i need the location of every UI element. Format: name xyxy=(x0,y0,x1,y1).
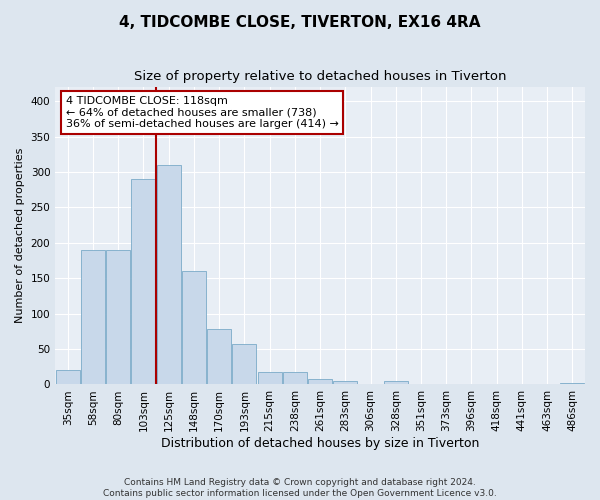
Text: 4 TIDCOMBE CLOSE: 118sqm
← 64% of detached houses are smaller (738)
36% of semi-: 4 TIDCOMBE CLOSE: 118sqm ← 64% of detach… xyxy=(66,96,338,129)
Bar xyxy=(257,372,281,384)
Text: Contains HM Land Registry data © Crown copyright and database right 2024.
Contai: Contains HM Land Registry data © Crown c… xyxy=(103,478,497,498)
Bar xyxy=(308,380,332,384)
Bar xyxy=(207,329,231,384)
X-axis label: Distribution of detached houses by size in Tiverton: Distribution of detached houses by size … xyxy=(161,437,479,450)
Bar xyxy=(157,165,181,384)
Bar xyxy=(182,271,206,384)
Bar xyxy=(283,372,307,384)
Bar xyxy=(106,250,130,384)
Bar xyxy=(56,370,80,384)
Text: 4, TIDCOMBE CLOSE, TIVERTON, EX16 4RA: 4, TIDCOMBE CLOSE, TIVERTON, EX16 4RA xyxy=(119,15,481,30)
Bar xyxy=(334,381,357,384)
Y-axis label: Number of detached properties: Number of detached properties xyxy=(15,148,25,324)
Title: Size of property relative to detached houses in Tiverton: Size of property relative to detached ho… xyxy=(134,70,506,83)
Bar xyxy=(232,344,256,385)
Bar xyxy=(384,381,408,384)
Bar xyxy=(560,383,584,384)
Bar xyxy=(131,179,155,384)
Bar xyxy=(81,250,105,384)
